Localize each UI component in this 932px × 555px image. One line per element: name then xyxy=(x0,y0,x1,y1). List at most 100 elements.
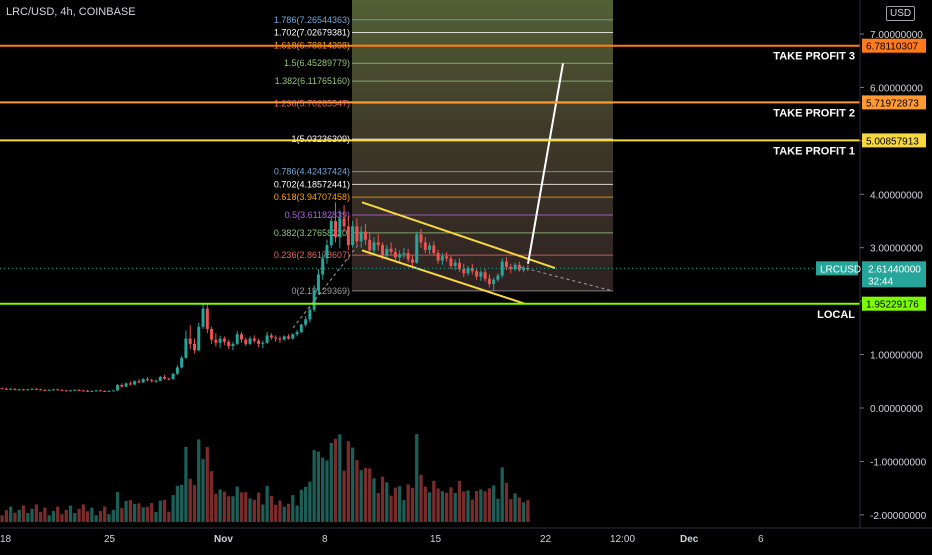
candle-body xyxy=(415,234,419,263)
price-level-tag-label: 1.95229176 xyxy=(866,300,919,311)
volume-bar xyxy=(372,478,376,522)
volume-bar xyxy=(500,467,504,522)
chart-drawings xyxy=(292,63,614,329)
volume-bar xyxy=(137,503,141,522)
volume-bar xyxy=(363,467,368,522)
candle-body xyxy=(69,390,73,392)
candle-body xyxy=(504,261,508,267)
candle-body xyxy=(175,367,179,374)
time-axis: 18 25 Nov 8 15 22 12:00 Dec 6 xyxy=(0,527,932,545)
candle-body xyxy=(381,245,385,256)
level-annotation: LOCAL xyxy=(817,309,855,321)
candle-body xyxy=(192,343,196,351)
volume-bar xyxy=(107,514,111,522)
current-price-tag xyxy=(862,261,926,288)
volume-bar xyxy=(103,506,107,522)
volume-bar xyxy=(218,489,222,522)
candle-body xyxy=(470,268,474,272)
volume-bar xyxy=(175,485,180,522)
price-level-tag-label: 5.00857913 xyxy=(866,136,919,147)
volume-bar xyxy=(38,511,43,522)
candle-body xyxy=(98,390,102,392)
candle-body xyxy=(522,268,526,271)
candle-body xyxy=(81,390,85,392)
symbol-tag xyxy=(816,261,858,276)
candle-body xyxy=(107,390,111,392)
channel-upper-line xyxy=(361,201,556,269)
candle-body xyxy=(34,388,38,390)
fib-level-label: 0.236(2.86178607) xyxy=(274,250,350,260)
candle-body xyxy=(94,390,98,392)
candle-body xyxy=(60,389,64,391)
volume-bar xyxy=(248,498,252,522)
volume-bar xyxy=(517,497,521,522)
volume-bar xyxy=(47,515,51,522)
candle-body xyxy=(376,242,380,246)
fib-level-label: 0.618(3.94707458) xyxy=(274,192,350,202)
volume-bar xyxy=(77,508,81,522)
price-tick-label: 0.00000000 xyxy=(870,404,923,415)
volume-bar xyxy=(470,499,474,522)
candle-body xyxy=(402,253,406,255)
price-level-tag xyxy=(862,38,926,53)
candle-body xyxy=(372,242,376,251)
candle-body xyxy=(231,343,235,347)
candle-body xyxy=(214,339,218,343)
volume-bar xyxy=(303,486,308,522)
candle-body xyxy=(188,338,192,344)
candle-body xyxy=(312,290,316,310)
candle-body xyxy=(201,308,205,327)
candle-body xyxy=(385,248,389,256)
candle-body xyxy=(30,388,34,390)
volume-bar xyxy=(141,507,145,522)
volume-bar xyxy=(21,505,26,522)
current-price-value: 2.61440000 xyxy=(868,264,921,275)
volume-bar xyxy=(333,438,338,522)
volume-bar xyxy=(380,476,385,522)
volume-bar xyxy=(355,460,359,522)
candle-body xyxy=(509,266,513,270)
volume-bar xyxy=(479,489,483,522)
volume-bar xyxy=(398,486,402,522)
price-tick-label: 4.00000000 xyxy=(870,190,923,201)
candle-body xyxy=(346,226,350,246)
candle-body xyxy=(227,341,231,347)
candle-body xyxy=(150,380,154,382)
volume-bar xyxy=(295,505,299,522)
candle-body xyxy=(462,269,466,274)
trend-dashed-line xyxy=(519,266,614,292)
currency-button[interactable]: USD xyxy=(886,6,916,21)
volume-bar xyxy=(167,511,171,522)
candle-body xyxy=(517,264,521,271)
candle-body xyxy=(308,309,312,320)
candle-body xyxy=(389,248,393,252)
candle-body xyxy=(73,389,77,391)
candle-body xyxy=(244,339,248,344)
candle-body xyxy=(287,336,291,339)
volume-bar xyxy=(184,446,188,522)
candle-body xyxy=(282,336,286,340)
candle-body xyxy=(265,335,269,343)
candle-body xyxy=(133,381,137,385)
volume-bar xyxy=(239,492,244,522)
price-tick-label: 3.00000000 xyxy=(870,244,923,255)
volume-bar xyxy=(265,485,269,522)
volume-bar xyxy=(133,504,137,522)
candle-body xyxy=(359,231,363,242)
candle-body xyxy=(158,377,162,381)
volume-bar xyxy=(474,490,479,522)
volume-bar xyxy=(85,511,90,522)
volume-bar xyxy=(235,486,239,522)
volume-bar xyxy=(321,457,325,522)
candle-body xyxy=(235,334,239,344)
candle-body xyxy=(163,377,167,379)
volume-bar xyxy=(73,513,77,522)
volume-bar xyxy=(13,512,17,522)
fib-level-label: 1.382(6.11765160) xyxy=(275,76,350,86)
candle-body xyxy=(17,389,21,391)
volume-bar xyxy=(150,502,154,522)
price-tick-label: 1.00000000 xyxy=(870,351,923,362)
volume-bar xyxy=(487,488,492,522)
